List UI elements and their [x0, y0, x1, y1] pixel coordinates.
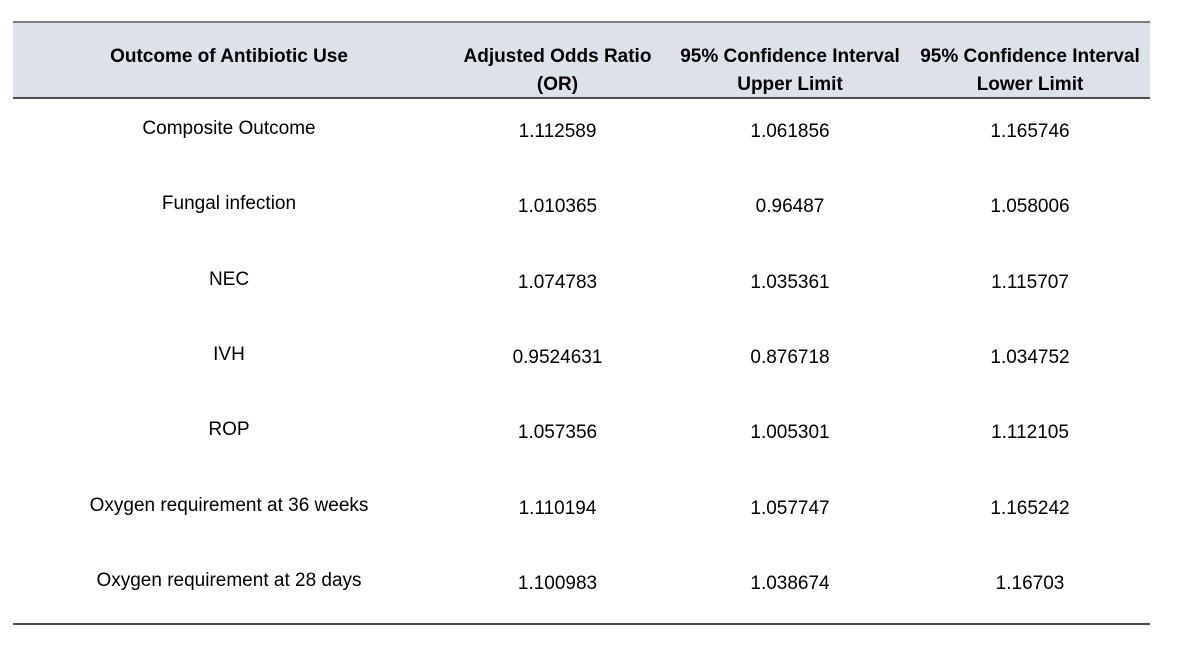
table-header: Outcome of Antibiotic Use Adjusted Odds … [13, 23, 1150, 97]
table-cell-ci-lower: 1.058006 [990, 196, 1070, 218]
header-ci-upper-line1: 95% Confidence Interval [680, 46, 900, 67]
table-top-rule [13, 21, 1150, 23]
table-cell-odds-ratio: 1.100983 [517, 572, 598, 594]
table-cell-ci-upper: 1.038674 [750, 572, 830, 594]
header-ci-upper-line2: Upper Limit [737, 74, 843, 95]
table-cell-odds-ratio: 1.057356 [517, 422, 598, 444]
table-cell-outcome: Oxygen requirement at 36 weeks [89, 494, 369, 516]
table-cell-outcome: IVH [213, 343, 245, 365]
table-cell-outcome: NEC [208, 268, 250, 290]
table-bottom-rule [13, 623, 1150, 625]
table-cell-ci-upper: 1.035361 [750, 271, 830, 293]
table-cell-ci-upper: 1.057747 [750, 497, 830, 519]
table-cell-odds-ratio: 1.010365 [517, 196, 598, 218]
header-ci-upper: 95% Confidence Interval Upper Limit [670, 43, 910, 99]
header-ci-lower-line2: Lower Limit [976, 74, 1084, 95]
header-ci-lower-line1: 95% Confidence Interval [920, 46, 1140, 67]
header-odds-ratio: Adjusted Odds Ratio (OR) [445, 43, 670, 99]
table-cell-outcome: Composite Outcome [142, 118, 316, 139]
header-outcome-label: Outcome of Antibiotic Use [110, 46, 348, 67]
table-cell-ci-lower: 1.165242 [990, 497, 1070, 519]
table-cell-outcome: ROP [208, 419, 250, 441]
table-cell-odds-ratio: 1.110194 [518, 497, 597, 519]
header-odds-ratio-line2: (OR) [536, 74, 579, 95]
table-cell-ci-lower: 1.112105 [991, 422, 1069, 444]
header-odds-ratio-line1: Adjusted Odds Ratio [463, 46, 652, 67]
header-ci-lower: 95% Confidence Interval Lower Limit [910, 43, 1150, 99]
table-cell-ci-upper: 0.876718 [750, 346, 830, 368]
table-cell-outcome: Fungal infection [161, 193, 297, 215]
table-cell-ci-upper: 0.96487 [755, 196, 825, 218]
table-cell-ci-lower: 1.165746 [990, 121, 1070, 142]
header-outcome: Outcome of Antibiotic Use [13, 43, 445, 71]
table-cell-ci-lower: 1.034752 [990, 346, 1070, 368]
table-cell-odds-ratio: 1.112589 [518, 121, 597, 142]
table-cell-outcome: Oxygen requirement at 28 days [96, 569, 362, 591]
header-rule [13, 97, 1150, 99]
table-cell-odds-ratio: 0.9524631 [512, 346, 603, 368]
table-cell-odds-ratio: 1.074783 [517, 271, 598, 293]
table-cell-ci-upper: 1.005301 [750, 422, 830, 444]
table-cell-ci-lower: 1.16703 [995, 572, 1065, 594]
table-cell-ci-lower: 1.115707 [991, 271, 1069, 293]
table-cell-ci-upper: 1.061856 [750, 121, 830, 142]
